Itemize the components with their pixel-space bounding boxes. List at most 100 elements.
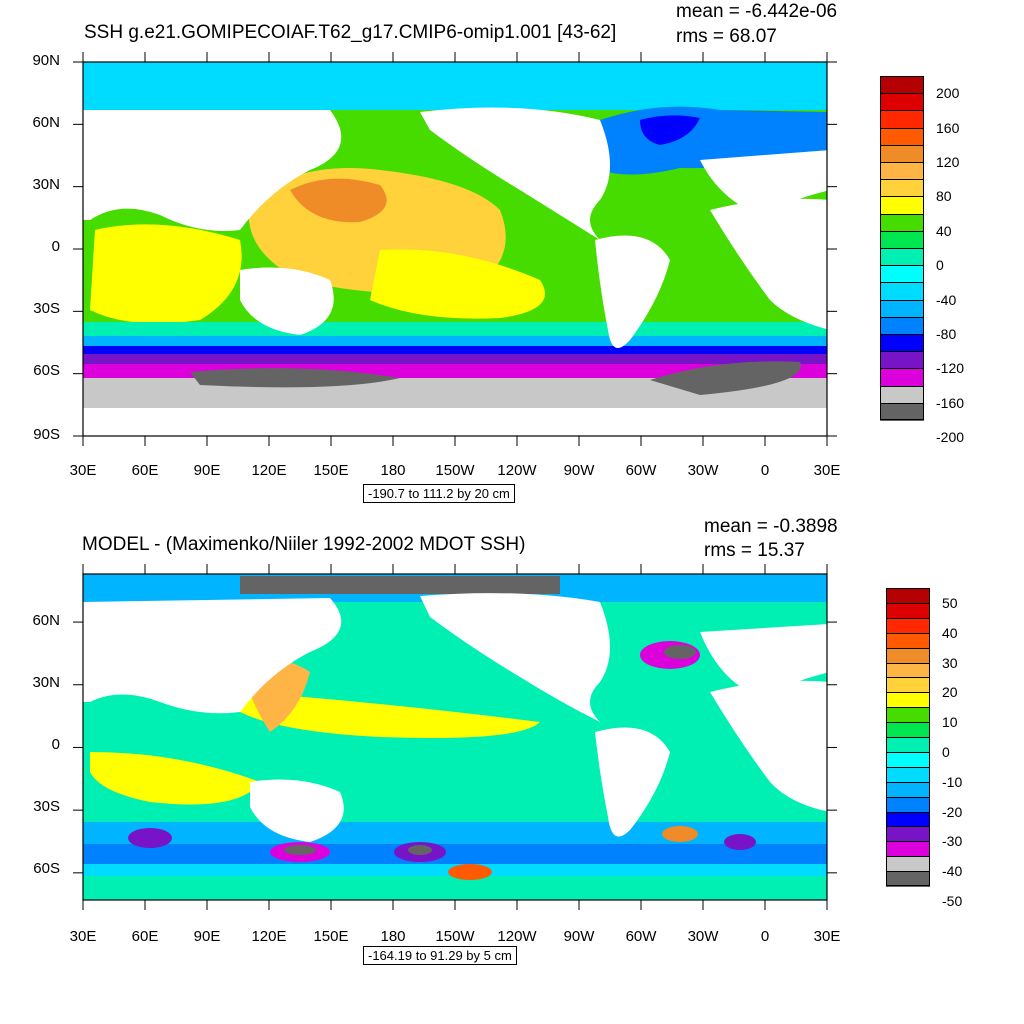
- colorbar-swatch: [880, 162, 924, 181]
- colorbar-swatch: [880, 385, 924, 405]
- lat-label: 30N: [32, 674, 60, 691]
- lat-label: 60N: [32, 114, 60, 131]
- lon-label: 90E: [193, 928, 221, 945]
- lon-label: 60E: [131, 928, 159, 945]
- lon-label: 150E: [313, 928, 349, 945]
- lon-label: 120E: [251, 928, 287, 945]
- colorbar-label: 20: [942, 684, 958, 701]
- antarctic-dark-2: [650, 361, 801, 395]
- lon-label: 0: [760, 928, 770, 945]
- lon-label: 120W: [497, 928, 537, 945]
- acc-band-2: [83, 844, 827, 864]
- lon-label: 90E: [193, 462, 221, 479]
- lon-label: 60E: [131, 462, 159, 479]
- rms-readout: rms = 15.37: [704, 540, 805, 561]
- asia-land: [83, 110, 342, 231]
- colorbar-swatch: [880, 299, 924, 319]
- acc-anomaly: [662, 826, 698, 842]
- lat-label: 60S: [33, 860, 60, 877]
- lon-label: 90W: [563, 462, 595, 479]
- lon-label: 90W: [563, 928, 595, 945]
- lat-label: 0: [51, 736, 60, 753]
- colorbar-swatch: [880, 248, 924, 267]
- colorbar-swatch: [886, 856, 930, 873]
- colorbar-swatch: [880, 179, 924, 198]
- panel-title: SSH g.e21.GOMIPECOIAF.T62_g17.CMIP6-omip…: [84, 22, 617, 43]
- tick-marks: [73, 564, 837, 910]
- colorbar-swatch: [880, 402, 924, 422]
- lat-label: 0: [51, 238, 60, 255]
- colorbar-swatch: [880, 213, 924, 233]
- difference-panel: MODEL - (Maximenko/Niiler 1992-2002 MDOT…: [0, 512, 1024, 972]
- lon-label: 180: [380, 462, 406, 479]
- lat-label: 90S: [33, 426, 60, 443]
- acc-anomaly: [284, 845, 316, 855]
- colorbar-swatch: [886, 811, 930, 828]
- contour-range-label: -190.7 to 111.2 by 20 cm: [363, 484, 515, 503]
- lon-label: 30E: [813, 462, 841, 479]
- kuroshio-high: [290, 178, 387, 223]
- colorbar-label: 160: [936, 119, 960, 136]
- lon-label: 30W: [687, 928, 719, 945]
- ssh-panel: SSH g.e21.GOMIPECOIAF.T62_g17.CMIP6-omip…: [0, 0, 1024, 510]
- colorbar-label: 30: [942, 654, 958, 671]
- colorbar-swatch: [886, 751, 930, 769]
- tick-marks: [73, 52, 837, 446]
- africa-land: [710, 198, 827, 330]
- colorbar-swatch: [880, 316, 924, 336]
- colorbar-label: 0: [936, 257, 944, 274]
- south-pacific-high: [370, 249, 545, 319]
- colorbar-label: 80: [936, 188, 952, 205]
- colorbar-label: -80: [936, 326, 957, 342]
- colorbar-swatch: [886, 781, 930, 799]
- acc-anomaly: [448, 864, 492, 880]
- colorbar-label: 50: [942, 594, 958, 611]
- antarctica-land: [83, 408, 827, 436]
- acc-band-4: [83, 354, 827, 364]
- indian-warm-band: [90, 752, 260, 805]
- colorbar-swatch: [880, 351, 924, 370]
- pacific-warm-band: [240, 692, 540, 738]
- colorbar-label: -40: [936, 291, 957, 308]
- colorbar-swatch: [886, 692, 930, 709]
- colorbar-frame: [880, 76, 924, 420]
- lat-label: 60N: [32, 612, 60, 629]
- colorbar-label: 40: [936, 222, 952, 239]
- lon-label: 120E: [251, 462, 287, 479]
- colorbar-swatch: [880, 196, 924, 216]
- colorbar-swatch: [886, 737, 930, 754]
- asia-land: [83, 598, 342, 714]
- colorbar-label: -200: [936, 429, 965, 446]
- arctic-ocean: [83, 62, 827, 110]
- colorbar-label: 200: [936, 85, 960, 102]
- acc-band-1: [83, 322, 827, 336]
- colorbar-label: 40: [942, 624, 958, 641]
- colorbar: 200 160 120 80 40 0 -40 -80 -120 -160 -200: [880, 76, 1000, 445]
- lon-label: 30E: [69, 462, 97, 479]
- colorbar-label: -30: [942, 833, 963, 850]
- acc-anomaly: [408, 845, 432, 855]
- lon-label: 120W: [497, 462, 537, 479]
- colorbar-swatch: [886, 796, 930, 813]
- colorbar-label: -160: [936, 394, 965, 411]
- colorbar-frame: [886, 588, 930, 886]
- south-america-land: [595, 727, 670, 837]
- lon-label: 30E: [69, 928, 97, 945]
- indian-high: [90, 224, 242, 324]
- difference-map: [73, 564, 837, 910]
- panel-title: MODEL - (Maximenko/Niiler 1992-2002 MDOT…: [82, 534, 526, 555]
- colorbar-swatch: [880, 368, 924, 388]
- antarctic-dark-1: [190, 368, 400, 388]
- colorbar-swatch: [886, 841, 930, 858]
- acc-band-3: [83, 346, 827, 354]
- colorbar-label: -120: [936, 360, 965, 377]
- lon-label: 60W: [625, 928, 657, 945]
- colorbar-swatch: [880, 127, 924, 147]
- colorbar-swatch: [886, 677, 930, 694]
- colorbar-label: 10: [942, 714, 958, 731]
- labrador-low: [640, 115, 700, 145]
- lon-label: 180: [380, 928, 406, 945]
- acc-band-1: [83, 822, 827, 844]
- lat-label: 90N: [32, 52, 60, 69]
- australia-land: [250, 779, 344, 842]
